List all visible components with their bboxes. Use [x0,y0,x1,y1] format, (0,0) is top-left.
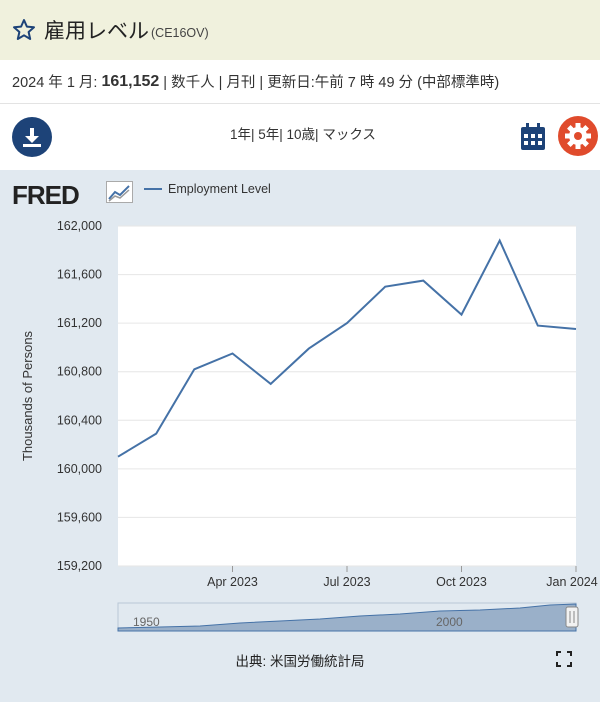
download-button[interactable] [12,117,52,157]
fred-logo: FRED [12,180,80,210]
series-id: (CE16OV) [151,26,209,40]
y-tick-label: 159,600 [57,510,102,524]
y-tick-label: 161,200 [57,316,102,330]
calendar-icon[interactable] [520,123,546,151]
header-bar: 雇用レベル (CE16OV) [0,0,600,60]
x-tick-label: Jul 2023 [323,575,370,589]
series-line [117,238,577,458]
chart-toolbar: 1年| 5年| 10歳| マックス [0,105,600,165]
observation-date: 2024 年 1 月: [12,75,98,91]
chart-panel: 162,000 161,600 161,200 160,800 160,400 160,0… [0,170,600,702]
navigator-label-1950: 1950 [133,615,160,629]
range-10y[interactable]: 10歳| [282,127,319,142]
star-icon[interactable] [12,18,36,42]
fred-graph-icon [106,181,133,203]
navigator-handle[interactable] [565,606,579,628]
x-tick-label: Oct 2023 [436,575,487,589]
source-note: 出典: 米国労働統計局 [235,654,365,669]
y-tick-label: 160,000 [57,462,102,476]
legend-label: Employment Level [168,182,271,196]
chart-legend[interactable]: Employment Level [144,182,271,196]
x-tick-label: Apr 2023 [207,575,258,589]
range-max[interactable]: マックス [318,127,376,142]
y-tick-label: 162,000 [57,219,102,233]
observation-meta: 2024 年 1 月: 161,152 | 数千人 | 月刊 | 更新日:午前 … [0,60,600,104]
navigator-area [117,603,577,632]
navigator[interactable]: 1950 2000 [117,602,579,632]
settings-button[interactable] [558,116,598,156]
y-tick-label: 160,400 [57,413,102,427]
observation-value: 161,152 [101,72,160,90]
observation-units: | 数千人 | 月刊 | 更新日:午前 7 時 49 分 (中部標準時) [163,75,500,91]
gear-icon [565,123,591,149]
line-chart[interactable]: 162,000 161,600 161,200 160,800 160,400 160,0… [0,170,600,640]
plot-area [118,226,576,566]
y-axis-label: Thousands of Persons [20,330,35,461]
range-5y[interactable]: 5年| [254,127,283,142]
y-tick-label: 159,200 [57,559,102,573]
x-tick-label: Jan 2024 [546,575,597,589]
y-tick-label: 161,600 [57,268,102,282]
fullscreen-icon[interactable] [556,651,572,667]
y-tick-label: 160,800 [57,365,102,379]
page-title: 雇用レベル [44,20,149,43]
legend-swatch [144,188,162,190]
navigator-label-2000: 2000 [436,615,463,629]
range-selector: 1年| 5年| 10歳| マックス [230,123,376,143]
download-icon [23,128,41,147]
range-1y[interactable]: 1年| [230,127,255,142]
